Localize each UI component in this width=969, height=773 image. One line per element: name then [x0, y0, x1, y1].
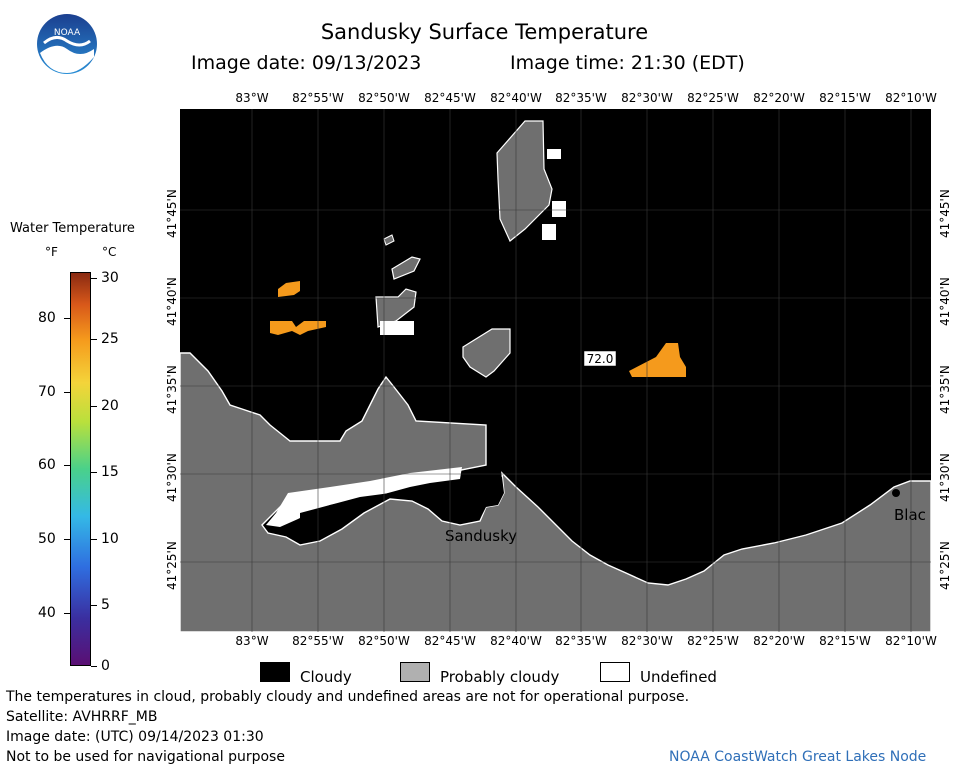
warm-patch	[278, 281, 300, 297]
celsius-tick-label: 5	[101, 597, 110, 613]
island-small	[383, 234, 395, 246]
noaa-logo-icon: NOAA	[37, 14, 97, 74]
longitude-label: 82°20'W	[753, 634, 805, 648]
longitude-label: 82°50'W	[358, 91, 410, 105]
longitude-label: 83°W	[235, 91, 269, 105]
undefined-patch	[542, 224, 556, 240]
warm-patch	[270, 321, 326, 335]
celsius-tick-label: 30	[101, 270, 119, 286]
celsius-tick-label: 20	[101, 398, 119, 414]
celsius-tick-mark	[91, 539, 97, 540]
undefined-patch	[552, 201, 566, 217]
celsius-tick-mark	[91, 278, 97, 279]
longitude-label: 82°25'W	[687, 634, 739, 648]
celsius-tick-label: 10	[101, 531, 119, 547]
longitude-label: 82°55'W	[292, 634, 344, 648]
fahrenheit-tick-mark	[64, 465, 70, 466]
image-date: Image date: 09/13/2023	[191, 52, 422, 74]
bay-cloudy	[300, 477, 504, 535]
legend-label-probably-cloudy: Probably cloudy	[440, 668, 560, 686]
longitude-label: 82°30'W	[621, 91, 673, 105]
legend-swatch-undefined	[600, 662, 630, 682]
fahrenheit-tick-label: 40	[38, 605, 56, 621]
unit-fahrenheit: °F	[45, 245, 58, 259]
longitude-label: 82°45'W	[424, 91, 476, 105]
latitude-label: 41°45'N	[938, 189, 952, 238]
island-middle	[391, 256, 421, 280]
latitude-label: 41°25'N	[165, 541, 179, 590]
legend-label-cloudy: Cloudy	[300, 668, 352, 686]
longitude-label: 82°10'W	[885, 634, 937, 648]
longitude-label: 82°30'W	[621, 634, 673, 648]
disclaimer-text: The temperatures in cloud, probably clou…	[6, 689, 690, 705]
longitude-label: 82°10'W	[885, 91, 937, 105]
legend-label-undefined: Undefined	[640, 668, 717, 686]
longitude-label: 82°35'W	[555, 91, 607, 105]
latitude-label: 41°35'N	[165, 365, 179, 414]
fahrenheit-tick-label: 80	[38, 310, 56, 326]
longitude-label: 82°40'W	[490, 634, 542, 648]
fahrenheit-tick-label: 50	[38, 531, 56, 547]
longitude-label: 82°45'W	[424, 634, 476, 648]
fahrenheit-tick-mark	[64, 613, 70, 614]
celsius-tick-label: 25	[101, 331, 119, 347]
temp-label: 72.0	[587, 352, 614, 366]
longitude-label: 82°15'W	[819, 91, 871, 105]
fahrenheit-tick-mark	[64, 392, 70, 393]
place-sandusky: Sandusky	[445, 527, 517, 545]
undefined-patch	[380, 321, 414, 335]
undefined-patch	[547, 149, 561, 159]
celsius-tick-mark	[91, 472, 97, 473]
latitude-label: 41°40'N	[165, 277, 179, 326]
longitude-label: 82°35'W	[555, 634, 607, 648]
temp-label-box	[583, 350, 617, 367]
fahrenheit-tick-mark	[64, 539, 70, 540]
latitude-label: 41°25'N	[938, 541, 952, 590]
colorbar	[70, 272, 91, 666]
longitude-label: 82°25'W	[687, 91, 739, 105]
longitude-label: 82°55'W	[292, 91, 344, 105]
island-kelleys	[462, 328, 511, 378]
celsius-tick-mark	[91, 339, 97, 340]
utc-date-text: Image date: (UTC) 09/14/2023 01:30	[6, 729, 264, 745]
island-pelee	[496, 120, 553, 242]
fahrenheit-tick-label: 60	[38, 457, 56, 473]
longitude-label: 82°20'W	[753, 91, 805, 105]
celsius-tick-mark	[91, 605, 97, 606]
longitude-label: 82°15'W	[819, 634, 871, 648]
latitude-label: 41°30'N	[165, 453, 179, 502]
latitude-label: 41°35'N	[938, 365, 952, 414]
satellite-text: Satellite: AVHRRF_MB	[6, 709, 158, 725]
latitude-label: 41°30'N	[938, 453, 952, 502]
celsius-tick-label: 0	[101, 658, 110, 674]
celsius-tick-mark	[91, 666, 97, 667]
longitude-label: 83°W	[235, 634, 269, 648]
map-title: Sandusky Surface Temperature	[320, 20, 649, 44]
credit-text: NOAA CoastWatch Great Lakes Node	[669, 749, 927, 765]
image-time: Image time: 21:30 (EDT)	[510, 52, 745, 74]
legend-swatch-probably-cloudy	[400, 662, 430, 682]
noaa-logo: NOAA	[36, 13, 98, 75]
map-frame: 72.0 Sandusky Blac	[179, 109, 932, 633]
unit-celsius: °C	[102, 245, 117, 259]
legend-swatch-cloudy	[260, 662, 290, 682]
latitude-label: 41°45'N	[165, 189, 179, 238]
map-svg: 72.0 Sandusky Blac	[179, 109, 932, 633]
graticule	[180, 109, 931, 632]
fahrenheit-tick-mark	[64, 318, 70, 319]
celsius-tick-mark	[91, 406, 97, 407]
place-blac: Blac	[894, 506, 926, 524]
fahrenheit-tick-label: 70	[38, 384, 56, 400]
warm-patch	[629, 343, 686, 377]
latitude-label: 41°40'N	[938, 277, 952, 326]
longitude-label: 82°40'W	[490, 91, 542, 105]
longitude-label: 82°50'W	[358, 634, 410, 648]
nav-warning-text: Not to be used for navigational purpose	[6, 749, 285, 765]
place-dot	[892, 489, 900, 497]
colorbar-title: Water Temperature	[10, 221, 135, 236]
logo-text: NOAA	[54, 28, 81, 38]
celsius-tick-label: 15	[101, 464, 119, 480]
